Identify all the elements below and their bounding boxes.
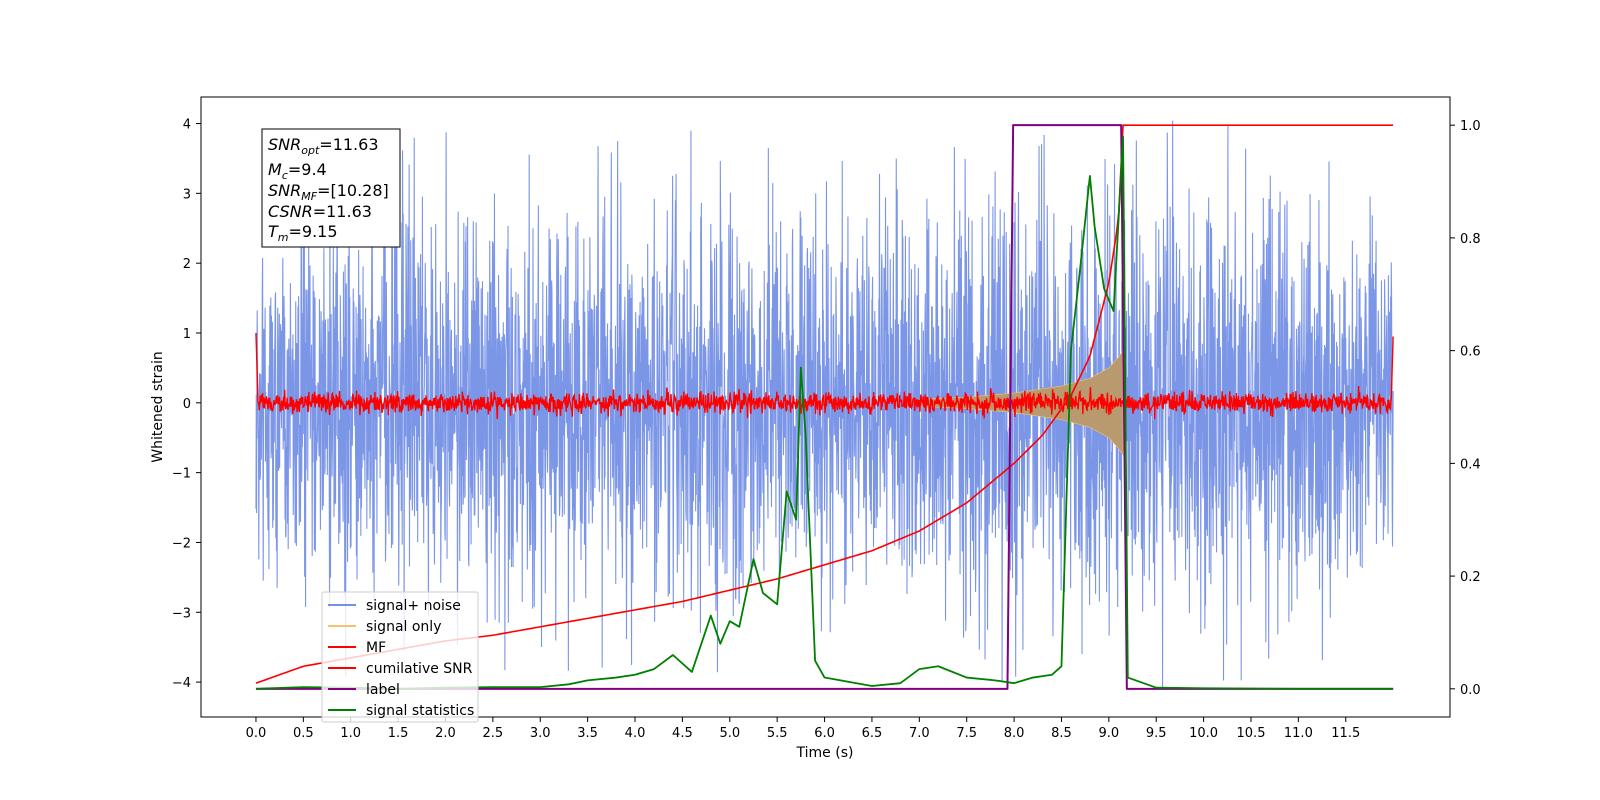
- x-tick-label: 4.0: [625, 726, 646, 741]
- x-tick-label: 2.5: [483, 726, 504, 741]
- legend-label: signal only: [366, 619, 441, 635]
- y-tick-label: 1: [183, 327, 191, 342]
- annotation-tm: Tm=9.15: [268, 222, 338, 244]
- legend-box: [321, 591, 479, 723]
- x-tick-label: 10.0: [1189, 726, 1218, 741]
- series-label: [255, 124, 1394, 690]
- legend-label: MF: [366, 640, 386, 656]
- legend-label: signal+ noise: [366, 598, 461, 614]
- y-tick-label: −3: [172, 606, 191, 621]
- y-tick-label: 2: [183, 257, 191, 272]
- series-mf: [255, 332, 1394, 420]
- x-tick-label: 2.0: [435, 726, 456, 741]
- legend-label: signal statistics: [366, 703, 474, 719]
- y-tick-label: 4: [183, 118, 191, 133]
- annotation-snr-mf: SNRMF=[10.28]: [268, 181, 389, 203]
- y-right-tick-label: 0.4: [1460, 457, 1481, 472]
- annotation-box: [261, 128, 401, 248]
- y-axis-left: 4 3 2 1 0 −1 −2 −3 −4: [172, 118, 201, 691]
- y-tick-label: −2: [172, 536, 191, 551]
- x-tick-label: 5.5: [767, 726, 788, 741]
- y-right-tick-label: 0.8: [1460, 232, 1481, 247]
- x-tick-label: 1.5: [388, 726, 409, 741]
- series-signal-statistics: [255, 135, 1394, 690]
- x-tick-label: 6.0: [814, 726, 835, 741]
- x-tick-label: 9.5: [1146, 726, 1167, 741]
- x-tick-label: 0.5: [293, 726, 314, 741]
- x-axis: 0.0 0.5 1.0 1.5 2.0 2.5 3.0 3.5 4.0 4.5 5.0 5.5 6.0 6…: [246, 717, 1360, 741]
- stats-annotation: SNRopt=11.63 Mc=9.4 SNRMF=[10.28] CSNR=1…: [261, 128, 401, 248]
- x-tick-label: 3.0: [530, 726, 551, 741]
- annotation-snr-opt: SNRopt=11.63: [268, 135, 379, 157]
- x-tick-label: 8.0: [1004, 726, 1025, 741]
- y-right-tick-label: 1.0: [1460, 119, 1481, 134]
- y-axis-label: Whitened strain: [150, 351, 166, 462]
- x-tick-label: 0.0: [246, 726, 267, 741]
- y-tick-label: −4: [172, 676, 191, 691]
- x-tick-label: 8.5: [1051, 726, 1072, 741]
- plot-area: [255, 120, 1394, 690]
- annotation-mc: Mc=9.4: [268, 160, 327, 182]
- x-tick-label: 1.0: [340, 726, 361, 741]
- x-tick-label: 3.5: [577, 726, 598, 741]
- x-tick-label: 7.5: [956, 726, 977, 741]
- x-tick-label: 4.5: [672, 726, 693, 741]
- x-axis-label: Time (s): [796, 745, 854, 761]
- x-tick-label: 9.0: [1099, 726, 1120, 741]
- legend: signal+ noise signal only MF cumilative SNR…: [321, 591, 479, 723]
- y-tick-label: −1: [172, 467, 191, 482]
- y-right-tick-label: 0.2: [1460, 570, 1481, 585]
- y-tick-label: 3: [183, 187, 191, 202]
- x-tick-label: 5.0: [719, 726, 740, 741]
- legend-label: label: [366, 682, 400, 698]
- x-tick-label: 7.0: [909, 726, 930, 741]
- y-axis-right: 1.0 0.8 0.6 0.4 0.2 0.0: [1450, 119, 1481, 698]
- y-right-tick-label: 0.6: [1460, 345, 1481, 360]
- y-tick-label: 0: [183, 397, 191, 412]
- series-signal-noise: [255, 120, 1394, 688]
- x-tick-label: 6.5: [862, 726, 883, 741]
- x-tick-label: 11.0: [1284, 726, 1313, 741]
- x-tick-label: 10.5: [1237, 726, 1266, 741]
- annotation-csnr: CSNR=11.63: [268, 202, 372, 221]
- x-tick-label: 11.5: [1331, 726, 1360, 741]
- legend-label: cumilative SNR: [366, 661, 473, 677]
- y-right-tick-label: 0.0: [1460, 683, 1481, 698]
- axes-frame: [200, 96, 1451, 718]
